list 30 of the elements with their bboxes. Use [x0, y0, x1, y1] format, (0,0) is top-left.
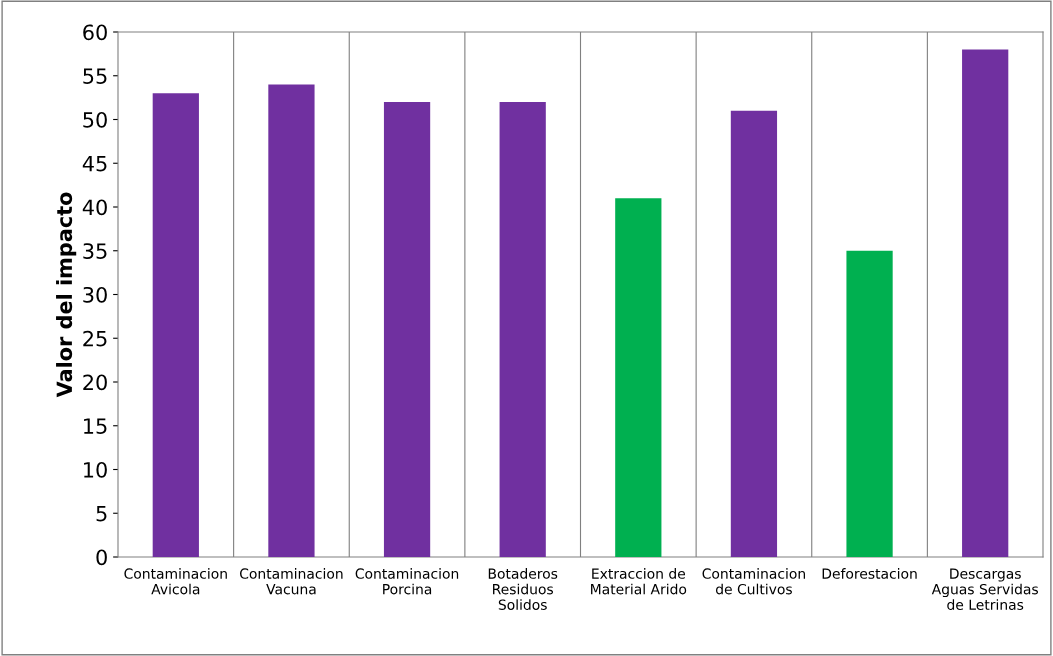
y-tick-label: 25	[83, 330, 107, 347]
x-tick-label: Contaminacion Porcina	[355, 568, 459, 595]
x-tick-label: Contaminacion Avicola	[124, 568, 227, 595]
y-tick-label: 55	[83, 68, 107, 84]
bar	[962, 49, 1009, 557]
x-tick-label: Descargas Aguas Servidas de Letrinas	[931, 568, 1039, 610]
x-tick-label: Botaderos Residuos Solidos	[488, 568, 558, 610]
y-tick-label: 0	[96, 549, 107, 566]
x-tick-label: Extraccion de Material Arido	[591, 568, 687, 595]
y-tick-label: 20	[83, 374, 107, 391]
x-tick-label: Contaminacion Vacuna	[239, 568, 343, 595]
bar	[615, 198, 662, 557]
y-tick-label: 30	[83, 286, 107, 303]
bar	[152, 93, 199, 557]
bar	[846, 250, 893, 557]
y-tick-label: 45	[82, 155, 107, 172]
y-tick-label: 5	[96, 505, 107, 522]
y-tick-label: 60	[83, 24, 107, 41]
y-tick-label: 15	[84, 418, 107, 434]
x-tick-label: Deforestacion	[822, 568, 917, 579]
y-axis-title: Valor del impacto	[56, 192, 77, 398]
y-tick-label: 10	[84, 461, 107, 478]
bar	[730, 110, 778, 557]
bar	[268, 84, 315, 557]
y-tick-label: 50	[83, 111, 107, 128]
x-tick-label: Contaminacion de Cultivos	[702, 568, 805, 595]
y-tick-label: 35	[83, 243, 107, 259]
y-tick-label: 40	[82, 199, 107, 216]
bar	[383, 102, 431, 557]
bar	[499, 102, 546, 557]
